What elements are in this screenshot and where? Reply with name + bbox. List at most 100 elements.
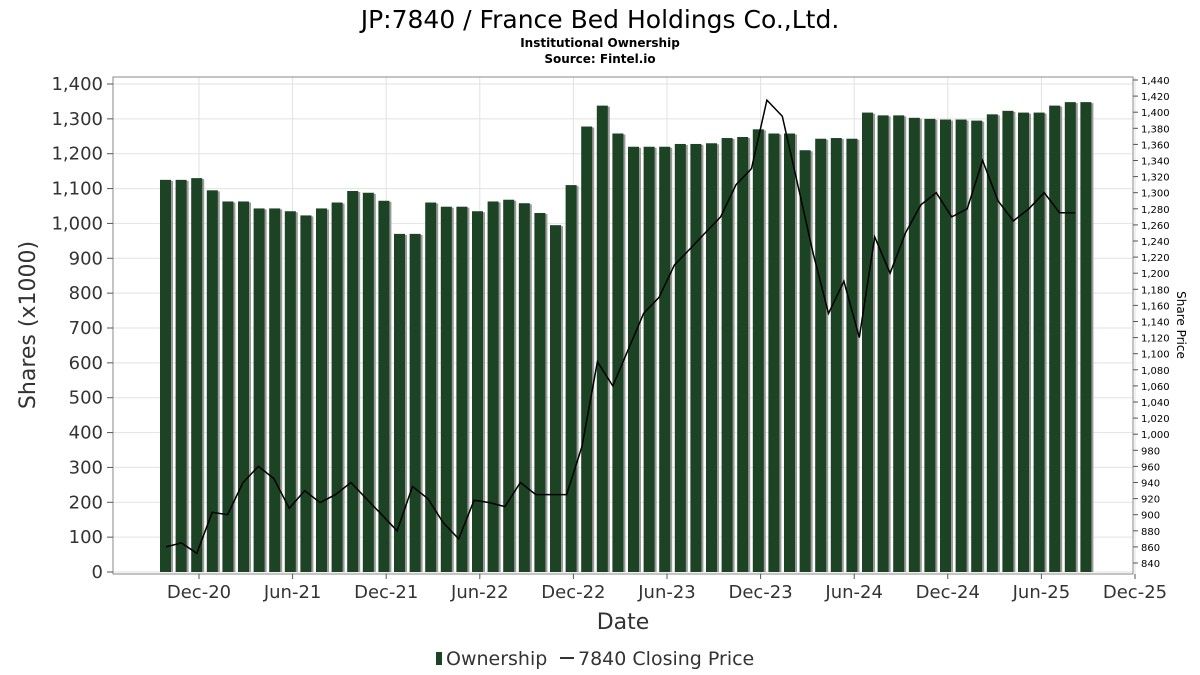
bar — [1002, 110, 1014, 572]
bar — [690, 143, 702, 572]
x-tick-label: Dec-23 — [728, 582, 792, 603]
bar — [830, 138, 842, 572]
y-tick-label: 400 — [69, 423, 103, 444]
bars-layer — [160, 102, 1094, 573]
y-tick-label: 500 — [69, 388, 103, 409]
x-tick-label: Jun-23 — [637, 582, 696, 603]
bar — [721, 138, 733, 572]
y2-tick-label: 1,240 — [1141, 237, 1170, 248]
bar — [955, 119, 967, 572]
y2-tick-label: 1,000 — [1141, 430, 1170, 441]
y-tick-label: 1,100 — [51, 179, 103, 200]
y-tick-label: 100 — [69, 527, 103, 548]
bar — [1033, 112, 1045, 572]
bar — [160, 179, 171, 572]
bar — [409, 233, 421, 572]
bar — [1018, 112, 1029, 572]
x-tick-label: Dec-25 — [1103, 582, 1167, 603]
y2-tick-label: 1,380 — [1141, 124, 1170, 135]
y2-tick-label: 1,420 — [1141, 92, 1170, 103]
bar — [269, 208, 281, 572]
y2-tick-label: 840 — [1141, 559, 1160, 570]
y-tick-label: 900 — [69, 248, 103, 269]
y2-tick-label: 1,260 — [1141, 221, 1170, 232]
x-tick-label: Dec-20 — [167, 582, 231, 603]
bar — [378, 200, 390, 572]
y-tick-label: 0 — [92, 562, 103, 583]
y-tick-label: 700 — [69, 318, 103, 339]
bar — [175, 179, 187, 572]
y2-tick-label: 1,320 — [1141, 173, 1170, 184]
bar — [596, 105, 608, 573]
x-tick-label: Jun-21 — [263, 582, 322, 603]
legend: Ownership 7840 Closing Price — [436, 648, 754, 670]
bar — [815, 138, 827, 572]
x-axis: Dec-20 Jun-21 Dec-21 Jun-22 Dec-22 Jun-23 Dec-… — [167, 574, 1167, 603]
bar — [425, 202, 437, 572]
y-tick-label: 200 — [69, 492, 103, 513]
y-tick-label: 800 — [69, 283, 103, 304]
bar — [284, 211, 296, 572]
y2-tick-label: 900 — [1141, 511, 1160, 522]
x-axis-title: Date — [597, 610, 650, 635]
y2-tick-label: 940 — [1141, 479, 1160, 490]
y2-tick-label: 1,360 — [1141, 140, 1170, 151]
x-tick-label: Dec-24 — [916, 582, 980, 603]
y2-tick-label: 920 — [1141, 495, 1160, 506]
bar — [394, 233, 405, 572]
y2-tick-label: 1,340 — [1141, 157, 1170, 168]
y2-tick-label: 1,140 — [1141, 318, 1170, 329]
y-axis-left: 0 100 200 300 400 500 600 700 800 900 1,000 1,100 1,… — [51, 74, 113, 583]
bar — [253, 208, 265, 572]
bar — [347, 191, 359, 573]
legend-swatch-ownership — [436, 652, 442, 665]
bar — [924, 118, 936, 572]
chart-title: JP:7840 / France Bed Holdings Co.,Ltd. — [359, 5, 840, 34]
bar — [565, 185, 577, 573]
y-tick-label: 1,200 — [51, 144, 103, 165]
y2-tick-label: 860 — [1141, 543, 1160, 554]
bar — [331, 202, 343, 572]
bar — [487, 201, 499, 572]
y2-tick-label: 1,100 — [1141, 350, 1170, 361]
bar — [1064, 102, 1076, 572]
chart-source: Source: Fintel.io — [544, 52, 655, 66]
bar — [659, 146, 671, 572]
y2-tick-label: 880 — [1141, 527, 1160, 538]
price-line-layer — [165, 98, 1075, 555]
bar — [768, 133, 780, 573]
bar — [222, 201, 234, 572]
bar — [503, 199, 515, 572]
x-tick-label: Jun-25 — [1012, 582, 1071, 603]
bar — [877, 115, 889, 572]
bar — [518, 203, 530, 572]
bar — [799, 150, 811, 572]
y-tick-label: 300 — [69, 457, 103, 478]
bar — [316, 208, 327, 572]
bar — [628, 146, 639, 572]
bar — [737, 136, 749, 573]
bar — [238, 201, 249, 572]
y2-tick-label: 1,200 — [1141, 269, 1170, 280]
y2-tick-label: 1,180 — [1141, 285, 1170, 296]
y2-tick-label: 1,040 — [1141, 398, 1170, 409]
x-tick-label: Dec-22 — [541, 582, 605, 603]
x-tick-label: Jun-24 — [824, 582, 883, 603]
legend-label-price: 7840 Closing Price — [578, 648, 754, 670]
bar — [440, 206, 452, 572]
y2-tick-label: 1,280 — [1141, 205, 1170, 216]
bar — [534, 212, 546, 572]
y-tick-label: 1,300 — [51, 109, 103, 130]
bar — [862, 112, 873, 572]
y-tick-label: 600 — [69, 353, 103, 374]
bar — [472, 211, 483, 572]
bar — [908, 117, 920, 572]
bar — [893, 115, 905, 572]
y-axis-title: Shares (x1000) — [16, 241, 41, 409]
y-tick-label: 1,000 — [51, 213, 103, 234]
y2-tick-label: 1,060 — [1141, 382, 1170, 393]
bar — [986, 114, 998, 572]
y2-tick-label: 1,020 — [1141, 414, 1170, 425]
